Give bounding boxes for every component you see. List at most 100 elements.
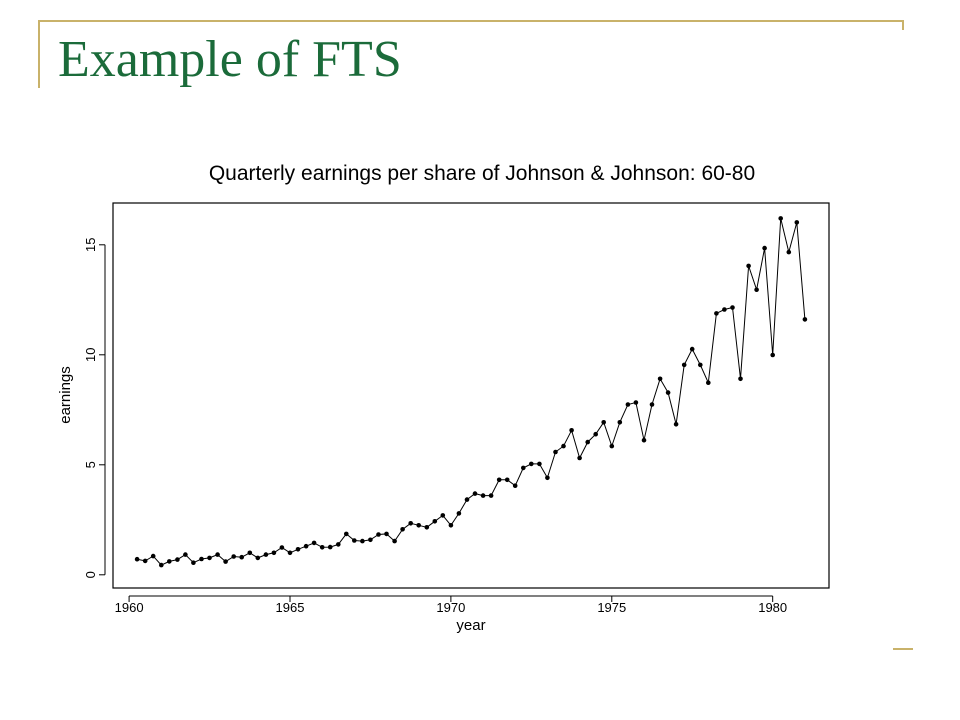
y-tick-label: 15 <box>83 238 98 252</box>
data-point <box>183 552 188 557</box>
data-point <box>142 558 148 564</box>
data-point <box>778 216 783 221</box>
data-point <box>408 521 414 526</box>
data-point <box>593 431 598 437</box>
data-point <box>416 523 422 528</box>
data-point <box>207 555 212 561</box>
data-point <box>392 538 397 544</box>
data-point <box>134 556 140 562</box>
earnings-series <box>134 216 808 568</box>
data-point <box>641 437 647 443</box>
data-point <box>633 400 639 405</box>
slide-title: Example of FTS <box>58 31 402 88</box>
data-point <box>448 523 454 528</box>
data-point <box>529 461 534 467</box>
data-point <box>625 402 631 407</box>
data-point <box>191 560 196 565</box>
data-point <box>295 547 301 552</box>
data-point <box>352 538 357 543</box>
x-tick-label: 1980 <box>758 600 787 615</box>
data-point <box>504 477 510 483</box>
data-point <box>802 317 808 322</box>
data-point <box>746 263 751 269</box>
data-point <box>432 519 438 524</box>
data-point <box>464 497 470 502</box>
x-tick-label: 1960 <box>115 600 144 615</box>
data-point <box>167 559 172 564</box>
data-point <box>649 402 655 407</box>
data-point <box>223 559 228 564</box>
data-point <box>175 557 180 562</box>
y-axis-label: earnings <box>57 366 74 424</box>
data-point <box>762 245 767 251</box>
plot-area <box>112 202 830 589</box>
data-point <box>311 540 317 546</box>
x-tick-label: 1970 <box>436 600 465 615</box>
data-point <box>569 428 574 433</box>
data-point <box>150 553 156 559</box>
data-point <box>794 220 800 225</box>
data-point <box>263 552 269 557</box>
data-point <box>754 287 759 293</box>
data-point <box>657 376 663 382</box>
data-point <box>424 525 430 530</box>
series-line <box>136 218 806 566</box>
data-point <box>537 461 542 467</box>
data-point <box>231 554 236 559</box>
data-point <box>303 543 309 549</box>
data-point <box>673 422 679 427</box>
data-point <box>199 556 204 562</box>
top-accent-line <box>40 20 904 22</box>
data-point <box>360 538 365 544</box>
y-axis: 0 5 10 15 <box>83 238 106 578</box>
data-point <box>512 483 518 489</box>
data-point <box>521 465 526 471</box>
x-axis: 1960 1965 1970 1975 1980 <box>115 595 787 615</box>
data-point <box>344 531 349 537</box>
data-point <box>456 511 462 516</box>
data-point <box>585 439 590 445</box>
data-point <box>681 362 687 368</box>
data-point <box>247 550 253 556</box>
data-point <box>376 532 381 537</box>
data-point <box>271 550 277 556</box>
x-axis-label: year <box>456 617 485 634</box>
data-point <box>730 305 735 310</box>
data-point <box>545 475 550 481</box>
data-point <box>327 544 333 550</box>
data-point <box>215 552 220 557</box>
data-point <box>239 554 244 560</box>
data-point <box>706 380 711 386</box>
right-accent-line <box>902 20 904 30</box>
data-point <box>786 249 792 255</box>
data-point <box>561 443 566 449</box>
data-point <box>472 491 478 496</box>
data-point <box>287 550 293 556</box>
x-tick-label: 1975 <box>597 600 626 615</box>
data-point <box>440 513 446 518</box>
data-point <box>319 545 325 550</box>
y-tick-label: 5 <box>83 461 98 468</box>
left-accent-line <box>38 20 40 88</box>
data-point <box>577 455 582 461</box>
bottom-right-accent-line <box>893 648 913 650</box>
data-point <box>279 545 285 550</box>
y-tick-label: 0 <box>83 571 98 578</box>
data-point <box>336 542 341 547</box>
data-point <box>255 555 261 561</box>
y-tick-label: 10 <box>83 348 98 362</box>
data-point <box>400 527 405 532</box>
data-point <box>698 362 703 368</box>
data-point <box>609 443 615 449</box>
data-point <box>689 346 695 352</box>
chart-title: Quarterly earnings per share of Johnson … <box>209 162 755 185</box>
data-point <box>496 477 502 483</box>
data-point <box>665 390 671 395</box>
data-point <box>368 537 373 543</box>
x-tick-label: 1965 <box>276 600 305 615</box>
data-point <box>480 493 486 498</box>
data-point <box>159 562 164 568</box>
data-point <box>770 352 775 358</box>
data-point <box>738 376 743 382</box>
